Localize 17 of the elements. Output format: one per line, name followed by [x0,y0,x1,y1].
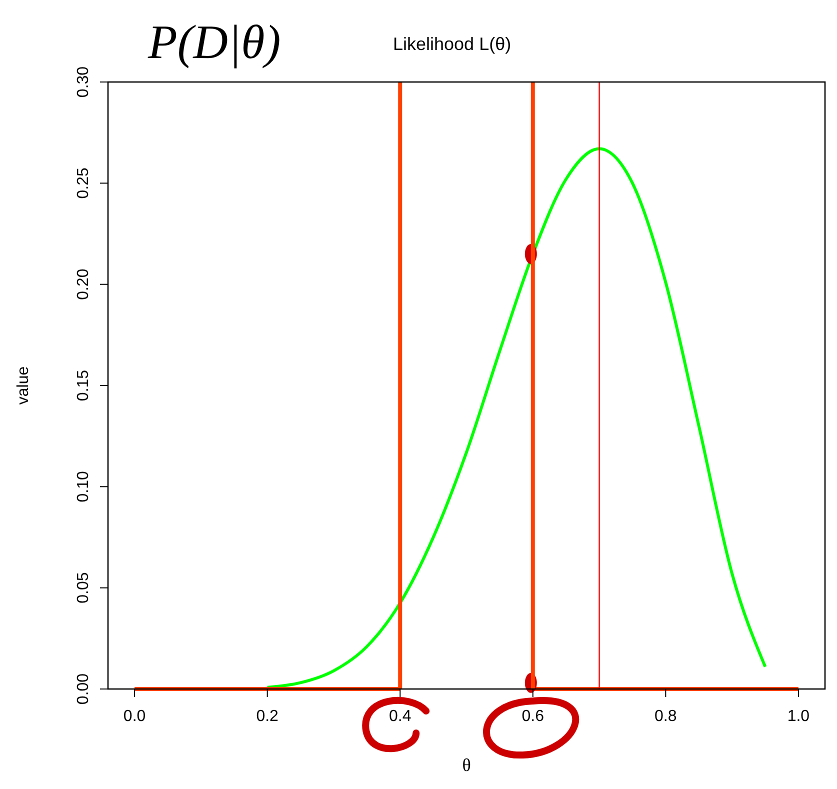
x-tick-label: 0.0 [123,708,146,725]
x-tick-label: 0.2 [256,708,279,725]
chart-title: Likelihood L(θ) [393,34,512,54]
y-tick-label: 0.05 [75,572,92,604]
y-tick-label: 0.10 [75,470,92,502]
y-tick-label: 0.00 [75,673,92,705]
y-tick-label: 0.30 [75,66,92,98]
x-tick-label: 1.0 [787,708,810,725]
y-tick-label: 0.15 [75,370,92,402]
y-axis-title: value [15,366,32,405]
x-tick-label: 0.4 [388,708,412,725]
x-tick-label: 0.6 [522,708,544,725]
y-tick-label: 0.20 [75,268,92,300]
x-axis-title: θ [462,755,471,775]
text: P(D|θ) [147,16,281,69]
x-tick-label: 0.8 [654,708,677,725]
y-tick-label: 0.25 [75,167,92,199]
